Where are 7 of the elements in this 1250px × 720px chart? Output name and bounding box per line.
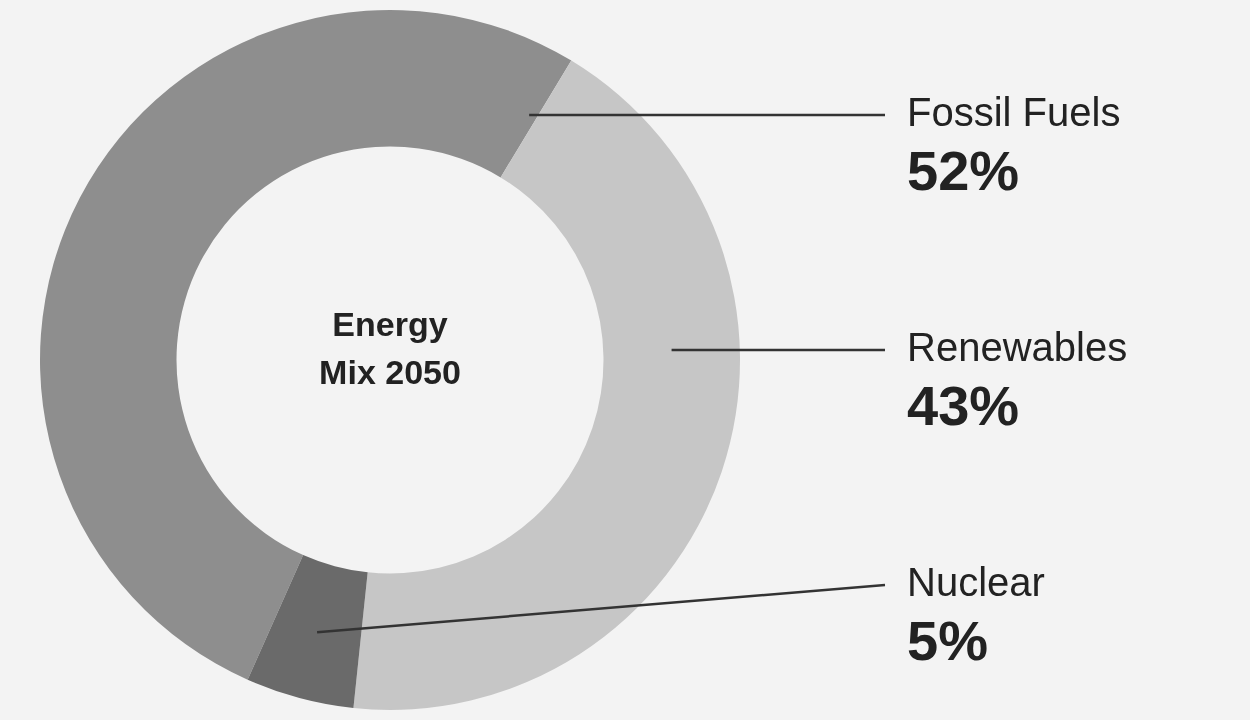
slice-label: Renewables xyxy=(907,325,1128,370)
slice-label: Fossil Fuels xyxy=(907,90,1121,135)
data-label: 43% xyxy=(907,374,1020,438)
data-label: 52% xyxy=(907,139,1020,203)
data-label: 5% xyxy=(907,609,988,673)
slice-label: Nuclear xyxy=(907,560,1045,605)
text: Energy Mix 2050 xyxy=(318,304,462,393)
